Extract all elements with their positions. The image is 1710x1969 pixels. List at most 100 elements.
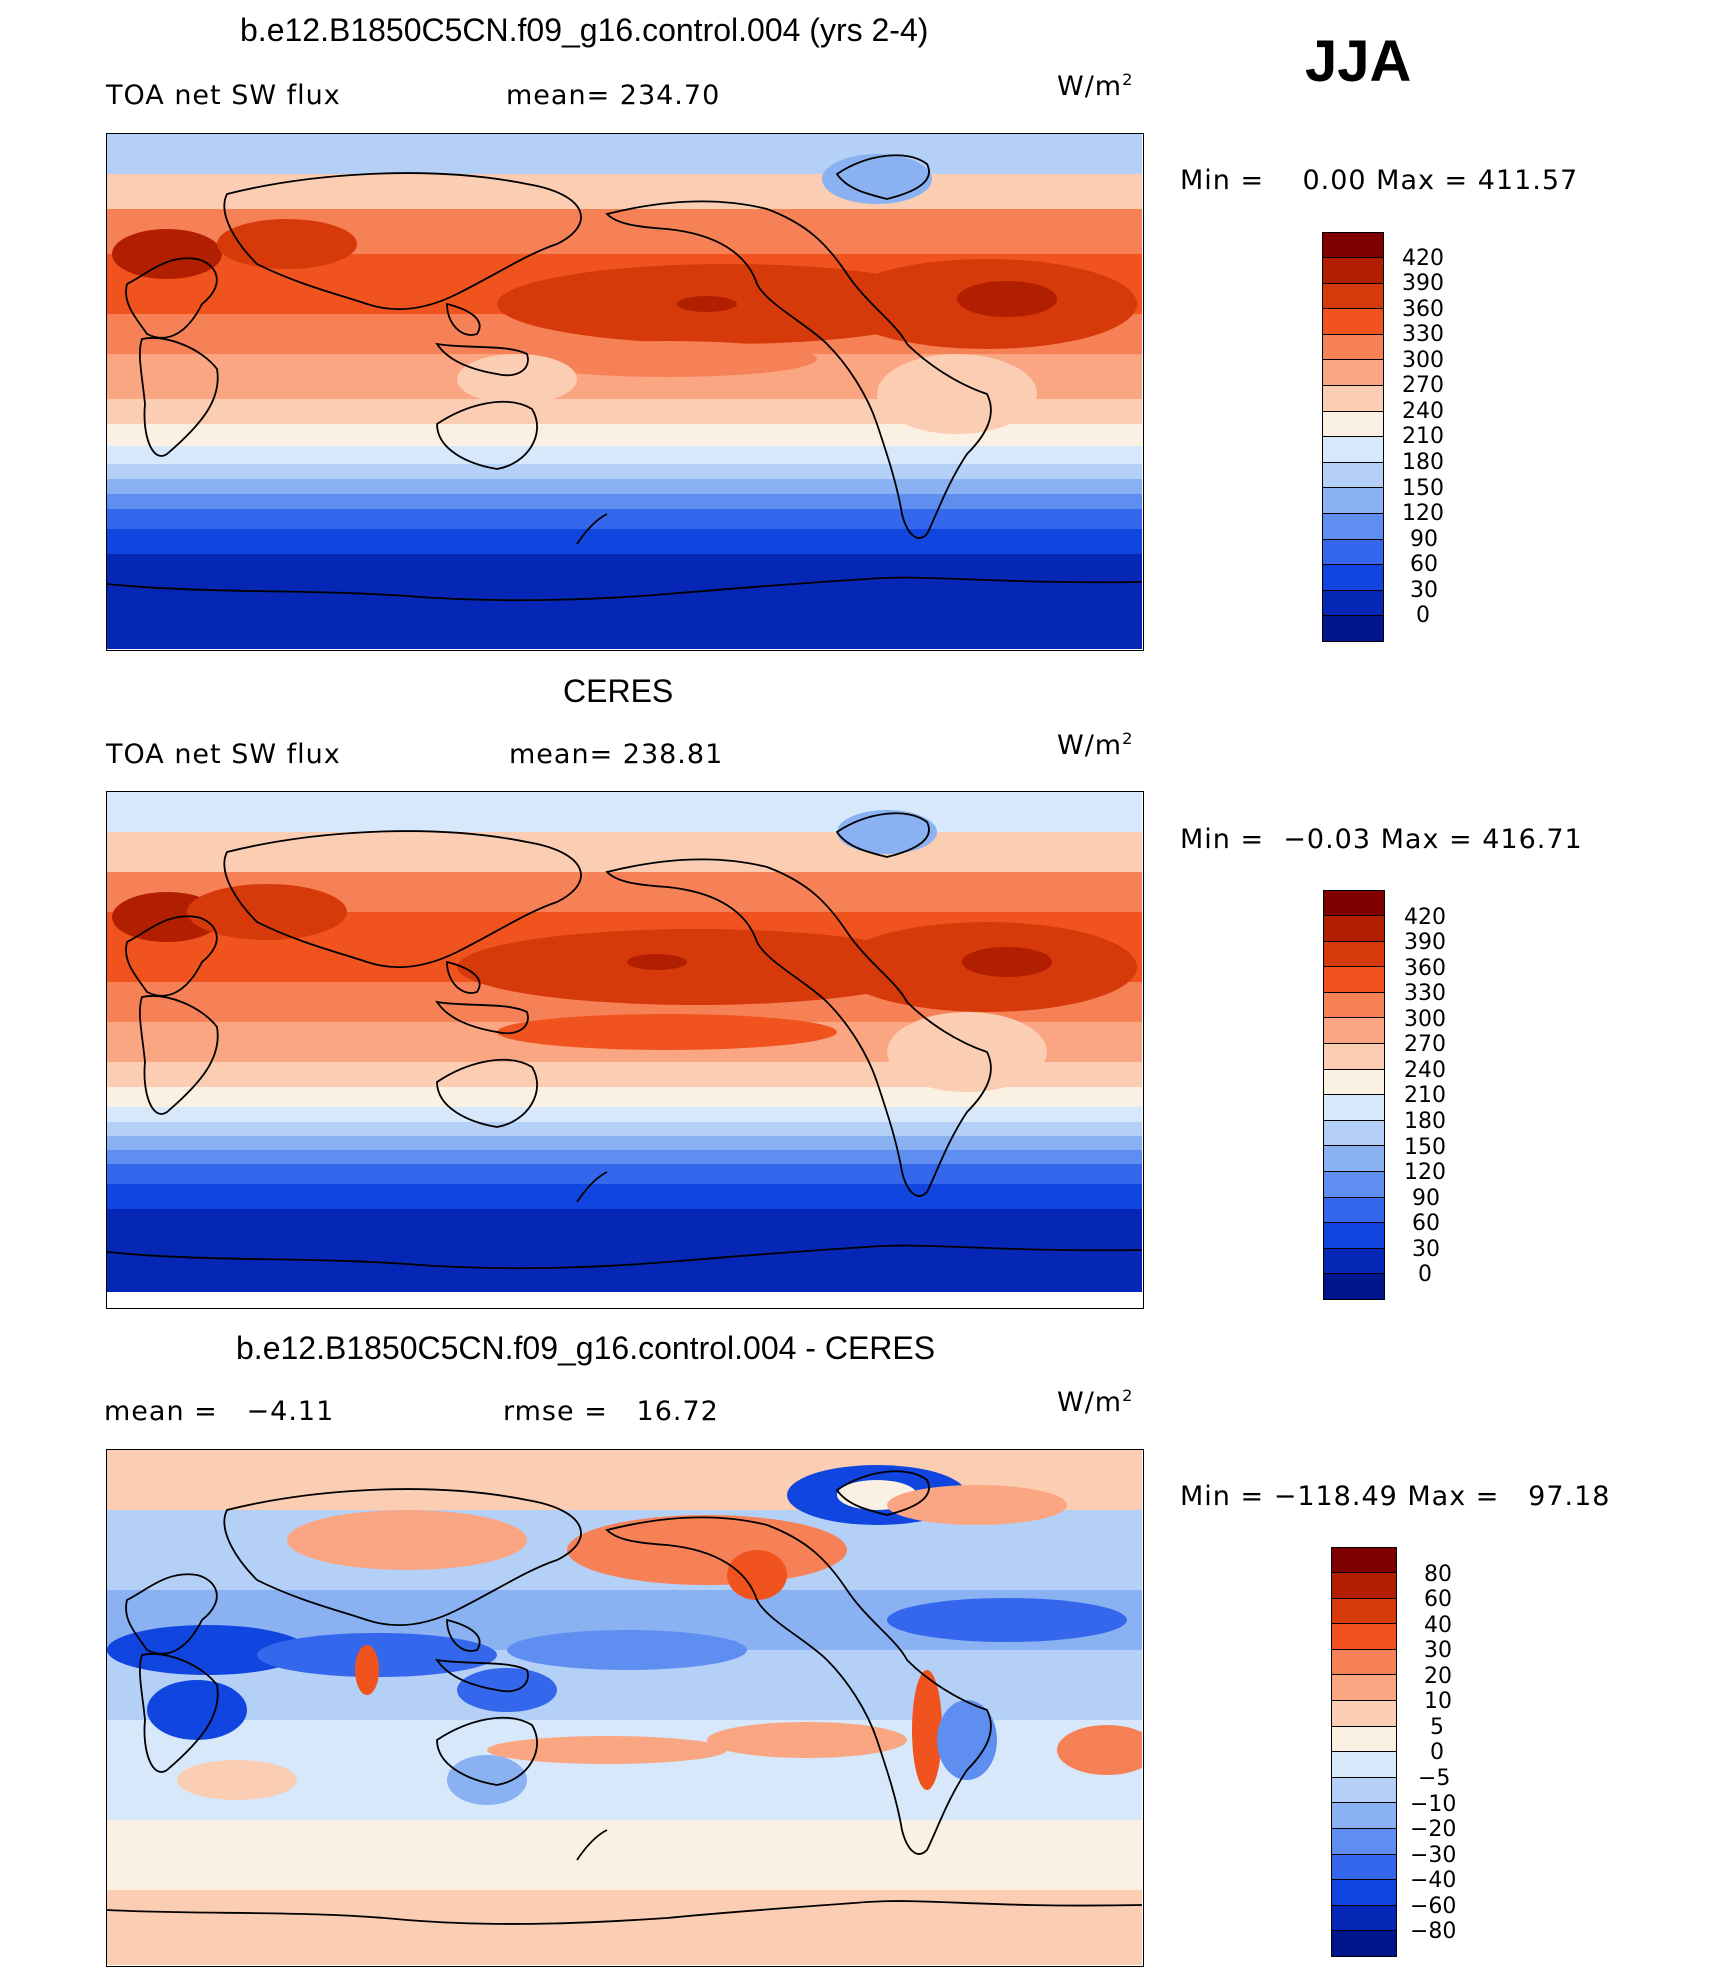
colorbar-tick: 0	[1416, 603, 1430, 628]
panel2-colorbar-swatch	[1324, 891, 1384, 916]
colorbar-tick: 0	[1430, 1740, 1444, 1765]
colorbar-tick: 30	[1410, 578, 1438, 603]
panel3-colorbar-swatch	[1332, 1573, 1396, 1599]
panel3-colorbar-swatch	[1332, 1905, 1396, 1932]
panel1-colorbar-swatch	[1323, 334, 1383, 361]
panel1-title: b.e12.B1850C5CN.f09_g16.control.004 (yrs…	[240, 12, 929, 48]
panel3-colorbar-swatch	[1332, 1880, 1396, 1906]
panel1-colorbar	[1322, 232, 1384, 642]
panel1-colorbar-swatch	[1323, 411, 1383, 438]
colorbar-tick: 240	[1404, 1058, 1446, 1083]
panel2-map	[106, 791, 1144, 1309]
panel1-colorbar-swatch	[1323, 360, 1383, 386]
panel2-colorbar-swatch	[1324, 941, 1384, 968]
colorbar-tick: 40	[1424, 1613, 1452, 1638]
colorbar-tick: 120	[1404, 1160, 1446, 1185]
colorbar-tick: 300	[1402, 348, 1444, 373]
panel1-map	[106, 133, 1144, 651]
panel1-colorbar-swatch	[1323, 590, 1383, 617]
colorbar-tick: 20	[1424, 1664, 1452, 1689]
panel3-colorbar-swatch	[1332, 1803, 1396, 1829]
panel3-colorbar-swatch	[1332, 1675, 1396, 1701]
panel1-colorbar-swatch	[1323, 488, 1383, 514]
panel1-minmax: Min = 0.00 Max = 411.57	[1180, 165, 1579, 196]
colorbar-tick: 240	[1402, 399, 1444, 424]
panel2-minmax: Min = −0.03 Max = 416.71	[1180, 824, 1583, 855]
colorbar-tick: 390	[1402, 271, 1444, 296]
colorbar-tick: 330	[1402, 322, 1444, 347]
colorbar-tick: 330	[1404, 981, 1446, 1006]
colorbar-tick: 180	[1404, 1109, 1446, 1134]
panel2-colorbar-swatch	[1324, 1120, 1384, 1147]
panel2-colorbar-swatch	[1324, 1248, 1384, 1275]
colorbar-tick: 420	[1402, 246, 1444, 271]
panel3-map	[106, 1449, 1144, 1967]
panel3-title: b.e12.B1850C5CN.f09_g16.control.004 - CE…	[236, 1330, 936, 1366]
panel1-colorbar-swatch	[1323, 309, 1383, 335]
panel3-minmax: Min = −118.49 Max = 97.18	[1180, 1481, 1611, 1512]
panel3-units: W/m2	[1057, 1386, 1134, 1418]
panel1-colorbar-swatch	[1323, 437, 1383, 463]
panel1-mean-label: mean= 234.70	[506, 80, 721, 111]
colorbar-tick: 0	[1418, 1262, 1432, 1287]
panel3-colorbar-swatch	[1332, 1828, 1396, 1855]
colorbar-tick: −20	[1410, 1817, 1457, 1842]
panel2-colorbar-swatch	[1324, 916, 1384, 942]
panel1-variable-label: TOA net SW flux	[106, 80, 341, 111]
colorbar-tick: −5	[1418, 1766, 1451, 1791]
panel3-colorbar-swatch	[1332, 1726, 1396, 1753]
panel3-rmse-label: rmse = 16.72	[503, 1396, 719, 1427]
panel2-colorbar-swatch	[1324, 1197, 1384, 1224]
colorbar-tick: 210	[1402, 424, 1444, 449]
panel2-colorbar-swatch	[1324, 1069, 1384, 1096]
colorbar-tick: 210	[1404, 1083, 1446, 1108]
panel1-colorbar-swatch	[1323, 385, 1383, 412]
panel2-colorbar-swatch	[1324, 1095, 1384, 1121]
panel3-colorbar-swatch	[1332, 1624, 1396, 1650]
colorbar-tick: 90	[1412, 1186, 1440, 1211]
colorbar-tick: −80	[1410, 1919, 1457, 1944]
panel2-colorbar-swatch	[1324, 1146, 1384, 1172]
colorbar-tick: 80	[1424, 1562, 1452, 1587]
colorbar-tick: 270	[1402, 373, 1444, 398]
colorbar-tick: 180	[1402, 450, 1444, 475]
colorbar-tick: 360	[1402, 297, 1444, 322]
panel2-colorbar-swatch	[1324, 967, 1384, 993]
colorbar-tick: 60	[1424, 1587, 1452, 1612]
panel2-variable-label: TOA net SW flux	[106, 739, 341, 770]
panel3-colorbar-swatch	[1332, 1700, 1396, 1727]
colorbar-tick: −10	[1410, 1792, 1457, 1817]
colorbar-tick: −40	[1410, 1868, 1457, 1893]
panel1-units: W/m2	[1057, 70, 1134, 102]
colorbar-tick: −30	[1410, 1843, 1457, 1868]
colorbar-tick: 30	[1424, 1638, 1452, 1663]
panel2-colorbar-swatch	[1324, 1171, 1384, 1198]
colorbar-tick: 60	[1412, 1211, 1440, 1236]
colorbar-tick: 150	[1402, 476, 1444, 501]
panel2-colorbar-swatch	[1324, 1018, 1384, 1044]
panel1-colorbar-swatch	[1323, 616, 1383, 642]
panel3-colorbar-swatch	[1332, 1931, 1396, 1957]
panel3-colorbar-swatch	[1332, 1752, 1396, 1778]
panel3-colorbar-swatch	[1332, 1854, 1396, 1881]
panel3-colorbar-swatch	[1332, 1777, 1396, 1804]
panel3-colorbar-swatch	[1332, 1649, 1396, 1676]
panel2-colorbar-swatch	[1324, 992, 1384, 1019]
panel2-title: CERES	[563, 673, 674, 709]
panel1-colorbar-swatch	[1323, 462, 1383, 489]
panel3-mean-label: mean = −4.11	[104, 1396, 335, 1427]
season-label: JJA	[1305, 29, 1412, 94]
colorbar-tick: 390	[1404, 930, 1446, 955]
panel3-colorbar	[1331, 1547, 1397, 1957]
colorbar-tick: 120	[1402, 501, 1444, 526]
colorbar-tick: 270	[1404, 1032, 1446, 1057]
colorbar-tick: 150	[1404, 1135, 1446, 1160]
panel1-colorbar-swatch	[1323, 565, 1383, 591]
colorbar-tick: 420	[1404, 905, 1446, 930]
panel1-colorbar-swatch	[1323, 258, 1383, 284]
panel2-mean-label: mean= 238.81	[509, 739, 724, 770]
colorbar-tick: 360	[1404, 956, 1446, 981]
panel1-colorbar-swatch	[1323, 539, 1383, 566]
colorbar-tick: 5	[1430, 1715, 1444, 1740]
panel2-colorbar-swatch	[1324, 1043, 1384, 1070]
